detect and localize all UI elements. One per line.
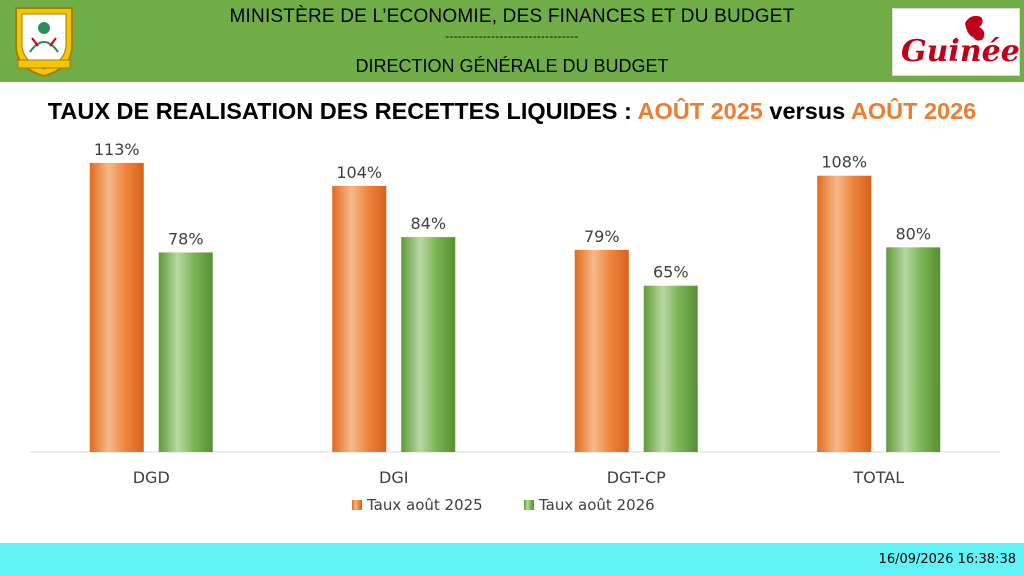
header-banner: MINISTÈRE DE L’ECONOMIE, DES FINANCES ET… [0,0,1024,82]
bar-chart: 113% 78% DGD 104% 84% DGI 79% 65% DGT-CP 108% 80% T… [30,140,1000,514]
svg-text:Guinée: Guinée [901,34,1019,69]
data-label: 78% [168,229,204,248]
title-versus: versus [762,98,851,124]
x-tick-label: DGI [379,468,408,487]
header-separator: -------------------------------- [445,31,579,43]
footer-bar: 16/09/2026 16:38:38 [0,543,1024,576]
chart-title: TAUX DE REALISATION DES RECETTES LIQUIDE… [0,98,1024,125]
direction-name: DIRECTION GÉNÉRALE DU BUDGET [355,56,669,76]
x-tick-label: TOTAL [852,468,904,487]
legend-swatch-2025 [352,500,362,510]
title-period-2026: AOÛT 2026 [850,98,977,124]
title-prefix: TAUX DE REALISATION DES RECETTES LIQUIDE… [47,98,638,124]
legend-label: Taux août 2025 [366,496,483,514]
guinee-logo: Guinée [892,8,1020,76]
guinee-logo-icon: Guinée [901,15,1020,69]
data-label: 65% [653,263,689,282]
ministry-name: MINISTÈRE DE L’ECONOMIE, DES FINANCES ET… [229,6,795,27]
legend-label: Taux août 2026 [538,496,655,514]
bar-dgt-cp-2025 [574,249,629,452]
coat-of-arms-icon [15,7,73,78]
plot-area: 113% 78% DGD 104% 84% DGI 79% 65% DGT-CP 108% 80% T… [30,140,1000,514]
bar-dgd-2025 [89,162,144,452]
bar-dgt-cp-2026 [643,285,698,452]
bar-dgi-2025 [332,185,387,452]
bar-total-2025 [817,175,872,452]
title-period-2025: AOÛT 2025 [637,98,763,124]
x-tick-label: DGT-CP [607,468,666,487]
footer-timestamp: 16/09/2026 16:38:38 [878,552,1016,567]
bar-dgd-2026 [158,252,213,452]
data-label: 113% [94,140,140,159]
x-tick-label: DGD [133,468,170,487]
legend-swatch-2026 [524,500,534,510]
data-label: 104% [336,163,382,182]
data-label: 108% [821,153,867,172]
data-label: 84% [410,214,446,233]
bar-total-2026 [886,247,941,452]
data-label: 79% [584,227,620,246]
data-label: 80% [895,224,931,243]
bar-dgi-2026 [401,237,456,452]
